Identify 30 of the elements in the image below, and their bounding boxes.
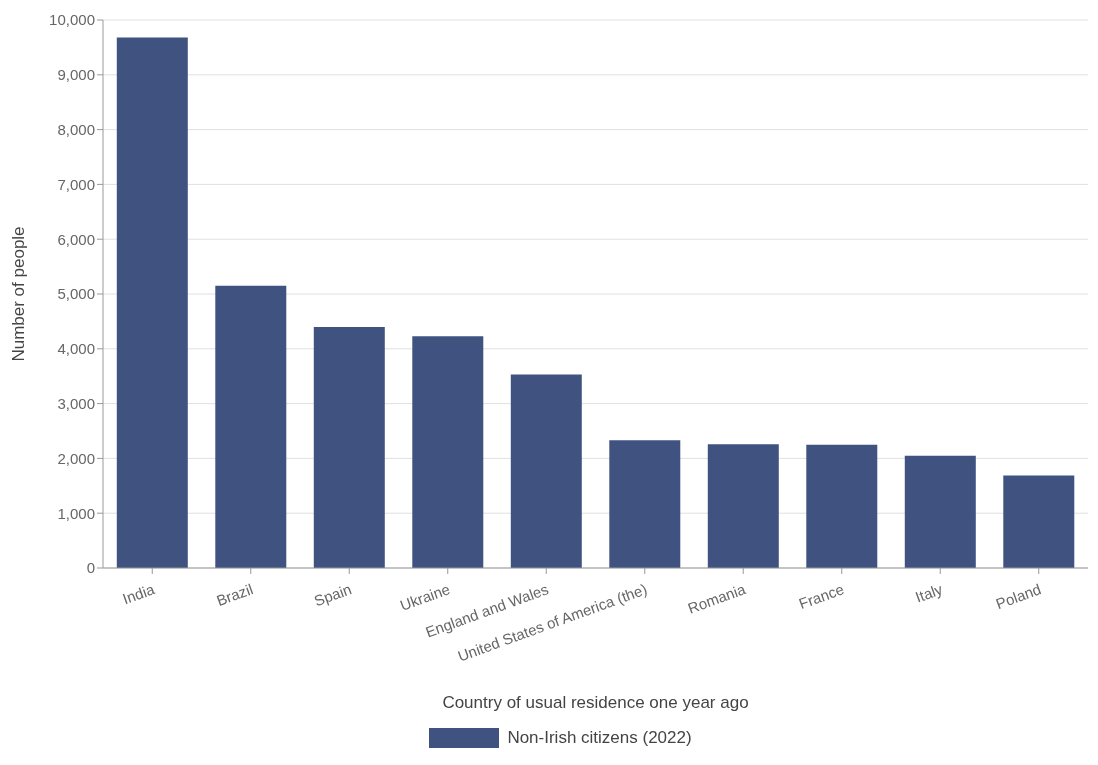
y-tick-label: 1,000 [57, 504, 95, 522]
legend-label: Non-Irish citizens (2022) [507, 728, 692, 748]
y-tick-label: 9,000 [57, 66, 95, 84]
bar [510, 374, 582, 568]
x-tick-label: Spain [311, 580, 354, 610]
bar [215, 285, 287, 568]
y-tick-label: 4,000 [57, 340, 95, 358]
x-tick-label: Ukraine [397, 580, 453, 614]
y-axis-title: Number of people [9, 226, 29, 362]
y-tick-label: 7,000 [57, 175, 95, 193]
x-tick-label: Brazil [214, 580, 256, 610]
bar [707, 444, 779, 568]
bar [116, 37, 188, 568]
bar [313, 326, 385, 568]
y-tick-label: 6,000 [57, 230, 95, 248]
x-tick-label: France [796, 580, 847, 613]
bar [609, 440, 681, 568]
x-tick-label: India [120, 580, 158, 608]
y-tick-label: 10,000 [49, 11, 95, 29]
bar [1003, 475, 1075, 568]
y-tick-label: 5,000 [57, 285, 95, 303]
x-axis-title: Country of usual residence one year ago [442, 693, 749, 712]
bar [904, 455, 976, 568]
y-tick-label: 8,000 [57, 120, 95, 138]
x-tick-label: Italy [913, 580, 946, 606]
y-tick-label: 3,000 [57, 394, 95, 412]
bar [806, 444, 878, 568]
bar [412, 336, 484, 568]
y-tick-label: 2,000 [57, 449, 95, 467]
y-tick-label: 0 [86, 559, 95, 577]
